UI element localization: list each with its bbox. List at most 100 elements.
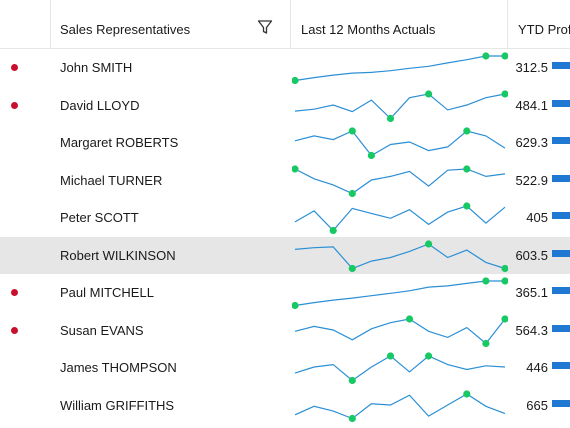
rep-name: Paul MITCHELL <box>60 285 154 300</box>
ytd-profit-value: 564.3 <box>515 322 548 338</box>
ytd-profit-bar <box>552 62 570 69</box>
sparkline-max-point <box>482 52 490 60</box>
sparkline-min-point <box>367 151 375 160</box>
sparkline-max-point <box>425 89 433 98</box>
sparkline-series <box>294 280 505 307</box>
column-header-ytd-profit[interactable]: YTD Profit <box>518 22 570 37</box>
sparkline-max-point <box>463 127 471 135</box>
sparkline-max-point <box>405 314 414 323</box>
ytd-profit-bar <box>552 212 570 219</box>
ytd-profit-value: 312.5 <box>515 60 548 75</box>
sparkline-series <box>294 167 506 194</box>
rep-name: Robert WILKINSON <box>60 247 176 263</box>
sparkline-max-point <box>463 202 471 210</box>
sparkline <box>294 202 506 235</box>
column-header-sales-representatives[interactable]: Sales Representatives <box>60 22 191 37</box>
ytd-profit-bar <box>552 174 570 182</box>
ytd-profit-value: 603.5 <box>515 247 548 263</box>
status-flag-icon <box>11 326 18 334</box>
sparkline-series <box>294 205 506 232</box>
status-flag-icon <box>11 101 18 109</box>
column-separator[interactable] <box>50 0 51 48</box>
column-header-last-12-months[interactable]: Last 12 Months Actuals <box>301 22 436 37</box>
table-row[interactable]: Robert WILKINSON 603.5 <box>0 236 570 274</box>
sparkline-min-point <box>292 301 299 310</box>
sparkline <box>292 277 508 310</box>
ytd-profit-bar <box>552 99 570 107</box>
grid-header: Sales Representatives Last 12 Months Act… <box>0 0 570 49</box>
sparkline-min-point <box>348 376 356 385</box>
status-flag-icon <box>11 64 18 71</box>
sparkline-series <box>294 392 506 419</box>
ytd-profit-value: 365.1 <box>515 285 548 300</box>
sparkline <box>294 239 508 272</box>
sparkline-min-point <box>482 339 490 347</box>
sparkline-max-point <box>482 277 490 285</box>
column-separator[interactable] <box>290 0 291 48</box>
ytd-profit-value: 629.3 <box>515 135 548 150</box>
rep-name: Margaret ROBERTS <box>60 135 179 150</box>
ytd-profit-bar <box>552 287 570 294</box>
table-row[interactable]: Michael TURNER 522.9 <box>0 162 570 200</box>
sparkline-series <box>294 242 506 269</box>
filter-icon[interactable] <box>257 19 273 35</box>
ytd-profit-bar <box>552 324 570 332</box>
rep-name: William GRIFFITHS <box>60 397 175 413</box>
sparkline-max-point <box>501 314 508 323</box>
sparkline <box>292 164 506 197</box>
ytd-profit-bar <box>552 137 570 144</box>
sparkline-max-point <box>425 239 433 248</box>
sparkline <box>294 127 506 160</box>
ytd-profit-value: 665 <box>526 397 548 413</box>
sparkline-max-point <box>501 277 508 285</box>
rep-name: James THOMPSON <box>60 360 177 375</box>
sparkline-min-point <box>292 76 299 85</box>
sparkline-series <box>294 317 506 344</box>
rep-name: David LLOYD <box>60 97 140 113</box>
sparkline <box>294 314 508 347</box>
sparkline <box>294 352 506 385</box>
table-row[interactable]: David LLOYD 484.1 <box>0 87 570 125</box>
sparkline-min-point <box>501 264 508 272</box>
sparkline <box>292 52 508 85</box>
ytd-profit-value: 484.1 <box>515 97 548 113</box>
sparkline-series <box>294 130 506 157</box>
status-flag-icon <box>11 289 18 296</box>
sparkline-max-point <box>425 352 433 360</box>
sparkline-max-point <box>463 164 471 173</box>
sparkline-min-point <box>329 226 337 235</box>
rep-name: Susan EVANS <box>60 322 144 338</box>
table-row[interactable]: Susan EVANS 564.3 <box>0 312 570 350</box>
sparkline-series <box>294 55 505 82</box>
ytd-profit-value: 522.9 <box>515 172 548 188</box>
table-row[interactable]: Paul MITCHELL 365.1 <box>0 274 570 312</box>
ytd-profit-value: 405 <box>526 210 548 225</box>
sparkline-max-point <box>463 389 471 398</box>
ytd-profit-value: 446 <box>526 360 548 375</box>
rep-name: Peter SCOTT <box>60 210 139 225</box>
sparkline-min-point <box>348 264 356 272</box>
rep-name: Michael TURNER <box>60 172 163 188</box>
table-row[interactable]: Margaret ROBERTS 629.3 <box>0 124 570 162</box>
sparkline-max-point <box>501 52 508 60</box>
sparkline-max-point <box>386 352 395 360</box>
ytd-profit-bar <box>552 249 570 257</box>
table-row[interactable]: John SMITH 312.5 <box>0 49 570 87</box>
sparkline-max-point <box>348 127 356 135</box>
sparkline-series <box>294 92 506 119</box>
sparkline-max-point <box>501 89 508 98</box>
ytd-profit-bar <box>552 362 570 369</box>
table-row[interactable]: William GRIFFITHS 665 <box>0 387 570 425</box>
sparkline-max-point <box>292 164 299 173</box>
sparkline-min-point <box>386 114 395 122</box>
sparkline-series <box>294 355 506 382</box>
sparkline <box>294 89 508 122</box>
ytd-profit-bar <box>552 399 570 407</box>
sparkline-min-point <box>348 189 356 197</box>
table-row[interactable]: James THOMPSON 446 <box>0 349 570 387</box>
sparkline <box>294 389 506 422</box>
column-separator[interactable] <box>507 0 508 48</box>
sparkline-min-point <box>348 414 356 422</box>
table-row[interactable]: Peter SCOTT 405 <box>0 199 570 237</box>
